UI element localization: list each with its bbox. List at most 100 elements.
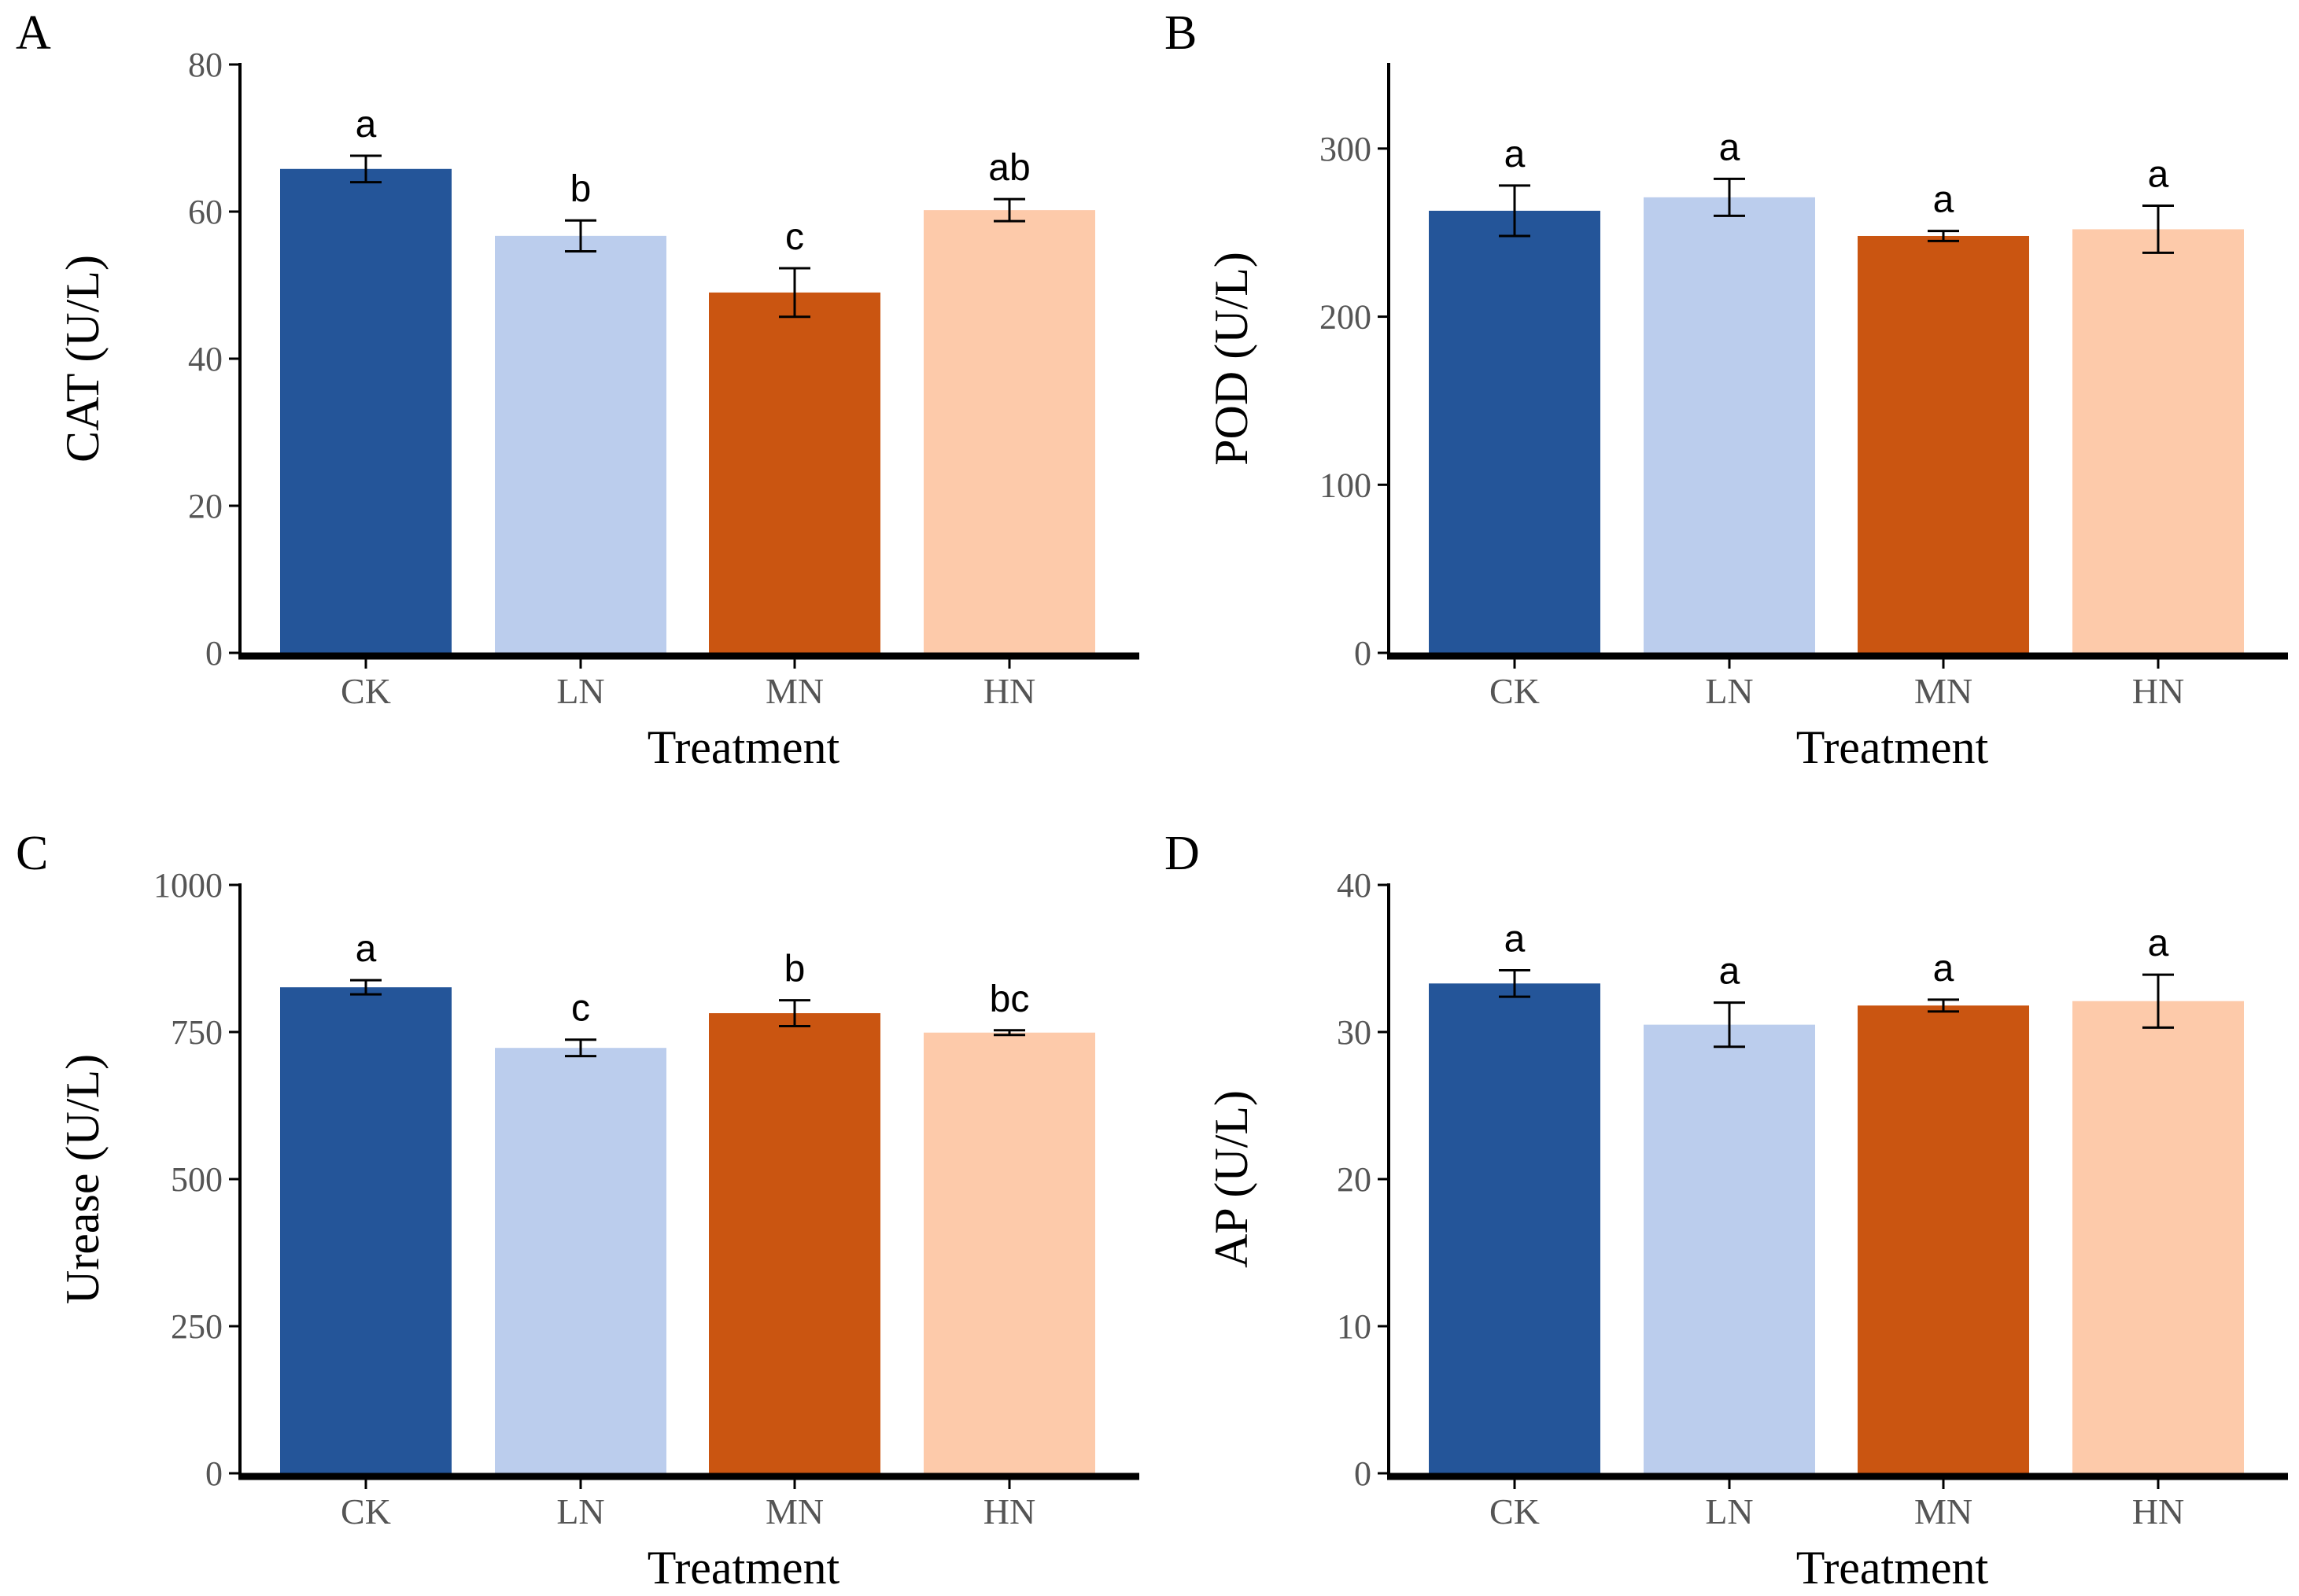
significance-label: c	[785, 216, 804, 258]
panel-letter: A	[16, 6, 51, 60]
error-bar-hn	[994, 1029, 1025, 1037]
bar-hn	[2072, 1001, 2244, 1473]
x-tick-label: HN	[2132, 1491, 2184, 1531]
bar-ln	[495, 235, 666, 654]
error-bar-mn	[1928, 998, 1959, 1013]
y-tick-label: 500	[171, 1160, 223, 1199]
significance-label: c	[571, 988, 590, 1030]
panel-letter: D	[1164, 827, 1200, 880]
bar-ck	[280, 987, 452, 1473]
x-tick-label: HN	[983, 1491, 1035, 1531]
significance-label: ab	[988, 147, 1030, 189]
x-axis-title: Treatment	[648, 721, 840, 773]
bar-ln	[1644, 1024, 1815, 1473]
error-bar-mn	[1928, 230, 1959, 242]
significance-label: b	[570, 168, 592, 210]
y-tick-label: 30	[1337, 1013, 1371, 1052]
y-tick-label: 80	[188, 46, 223, 84]
error-bar-hn	[2142, 973, 2174, 1029]
x-tick-label: LN	[556, 1491, 604, 1531]
significance-label: a	[2148, 923, 2169, 964]
significance-label: a	[1504, 134, 1526, 175]
x-tick-label: LN	[556, 671, 604, 711]
significance-label: a	[1933, 179, 1954, 221]
x-tick-label: CK	[341, 671, 391, 711]
y-tick-label: 250	[171, 1307, 223, 1346]
significance-label: a	[1504, 918, 1526, 960]
y-tick-label: 60	[188, 193, 223, 231]
y-tick-label: 750	[171, 1013, 223, 1052]
x-tick-label: MN	[1914, 1491, 1972, 1531]
error-bar-ln	[565, 219, 596, 252]
x-axis-title: Treatment	[1796, 1542, 1989, 1594]
x-tick-label: CK	[341, 1491, 391, 1531]
y-tick-label: 10	[1337, 1307, 1371, 1346]
x-axis-title: Treatment	[648, 1542, 840, 1594]
x-tick-label: CK	[1489, 671, 1540, 711]
bar-hn	[2072, 229, 2244, 653]
error-bar-ck	[350, 979, 382, 996]
y-axis-title: Urease (U/L)	[57, 1054, 109, 1304]
y-tick-label: 100	[1319, 466, 1371, 504]
error-bar-mn	[779, 267, 810, 319]
bar-ck	[1429, 210, 1600, 654]
bar-mn	[1858, 235, 2029, 653]
error-bar-ck	[350, 154, 382, 184]
significance-label: a	[1933, 948, 1954, 990]
x-tick-label: MN	[766, 1491, 824, 1531]
y-tick-label: 300	[1319, 130, 1371, 168]
error-bar-hn	[2142, 205, 2174, 254]
bar-hn	[924, 210, 1095, 653]
bar-ln	[1644, 197, 1815, 653]
error-bar-ln	[1714, 177, 1745, 217]
y-tick-label: 20	[188, 487, 223, 525]
bar-ck	[1429, 983, 1600, 1473]
y-tick-label: 20	[1337, 1160, 1371, 1199]
bar-hn	[924, 1032, 1095, 1473]
error-bar-ln	[1714, 1001, 1745, 1049]
bar-ln	[495, 1048, 666, 1473]
y-tick-label: 0	[205, 1454, 223, 1493]
y-axis-title: AP (U/L)	[1205, 1090, 1257, 1268]
panel-letter: B	[1164, 6, 1197, 60]
significance-label: a	[1719, 127, 1740, 168]
y-tick-label: 0	[1354, 634, 1371, 673]
panel-letter: C	[16, 827, 48, 880]
significance-label: b	[784, 949, 806, 990]
x-axis-title: Treatment	[1796, 721, 1989, 773]
error-bar-mn	[779, 999, 810, 1028]
error-bar-ck	[1499, 184, 1530, 238]
y-axis-title: POD (U/L)	[1205, 252, 1257, 466]
significance-label: bc	[990, 979, 1030, 1020]
y-tick-label: 200	[1319, 298, 1371, 337]
y-tick-label: 40	[188, 340, 223, 378]
bar-mn	[1858, 1005, 2029, 1473]
significance-label: a	[1719, 951, 1740, 993]
error-bar-hn	[994, 197, 1025, 223]
x-tick-label: HN	[2132, 671, 2184, 711]
significance-label: a	[356, 928, 377, 970]
x-tick-label: HN	[983, 671, 1035, 711]
y-axis-title: CAT (U/L)	[57, 255, 109, 463]
x-tick-label: MN	[1914, 671, 1972, 711]
error-bar-ck	[1499, 968, 1530, 998]
significance-label: a	[356, 104, 377, 146]
bar-ck	[280, 168, 452, 653]
x-tick-label: MN	[766, 671, 824, 711]
x-tick-label: CK	[1489, 1491, 1540, 1531]
significance-label: a	[2148, 154, 2169, 196]
y-tick-label: 0	[1354, 1454, 1371, 1493]
panel-c: C 0 250 500 750 1000 a c b bc CK LN MN HN Treatment Ure…	[16, 827, 1139, 1594]
panel-d: D 0 10 20 30 40 a a a a CK LN MN HN Treatment AP (U/L)	[1164, 827, 2288, 1594]
error-bar-ln	[565, 1038, 596, 1058]
bar-mn	[709, 292, 880, 653]
y-tick-label: 0	[205, 634, 223, 673]
panel-b: B 0 100 200 300 a a a a CK LN MN HN Treatment POD (U/L…	[1164, 6, 2288, 773]
x-tick-label: LN	[1705, 1491, 1753, 1531]
bar-mn	[709, 1013, 880, 1473]
x-tick-label: LN	[1705, 671, 1753, 711]
y-tick-label: 1000	[153, 866, 223, 905]
y-tick-label: 40	[1337, 866, 1371, 905]
